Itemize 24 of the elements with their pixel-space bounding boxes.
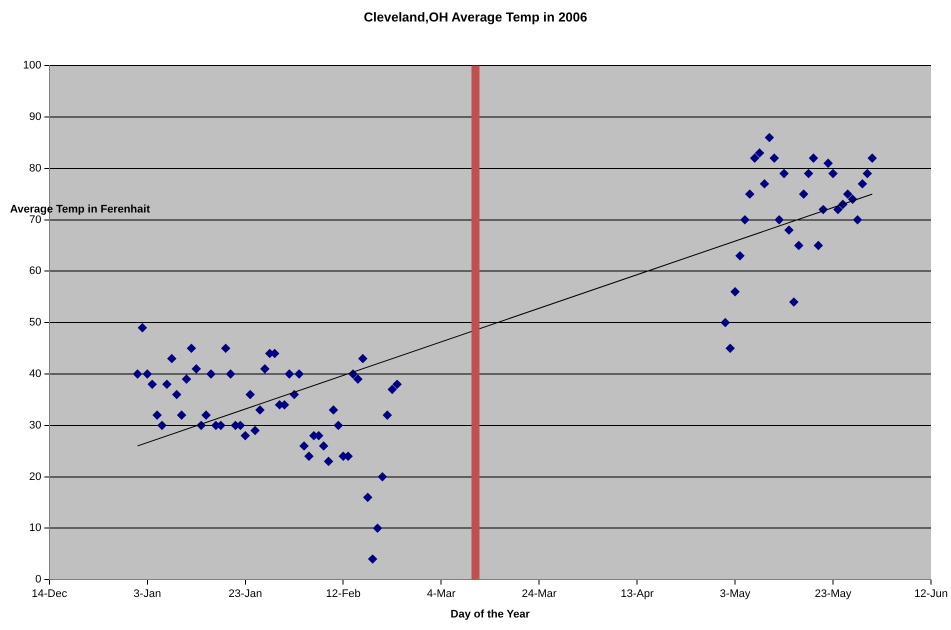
y-axis-title: Average Temp in Ferenhait	[10, 204, 150, 216]
y-tick-label: 0	[35, 574, 42, 586]
x-tick-label: 14-Dec	[32, 588, 68, 600]
y-tick-label: 80	[29, 162, 42, 174]
y-tick-label: 30	[29, 419, 42, 432]
y-tick-label: 40	[29, 368, 42, 380]
x-axis-title: Day of the Year	[450, 608, 531, 620]
x-tick-label: 12-Jun	[914, 588, 948, 600]
y-tick-label: 20	[29, 470, 42, 483]
y-tick-label: 10	[29, 522, 42, 534]
y-tick-label: 90	[29, 111, 42, 124]
y-tick-label: 100	[22, 60, 42, 72]
x-tick-label: 4-Mar	[426, 588, 456, 600]
x-tick-label: 23-Jan	[228, 588, 262, 600]
y-tick-label: 70	[29, 214, 42, 226]
x-tick-label: 3-Jan	[134, 588, 162, 600]
x-tick-label: 3-May	[720, 588, 751, 600]
chart-title: Cleveland,OH Average Temp in 2006	[364, 9, 588, 24]
y-tick-label: 50	[29, 316, 42, 329]
x-tick-label: 13-Apr	[620, 588, 654, 600]
x-tick-label: 24-Mar	[522, 588, 557, 600]
x-tick-label: 12-Feb	[326, 588, 361, 600]
x-tick-label: 23-May	[814, 588, 852, 600]
y-tick-label: 60	[29, 265, 42, 278]
